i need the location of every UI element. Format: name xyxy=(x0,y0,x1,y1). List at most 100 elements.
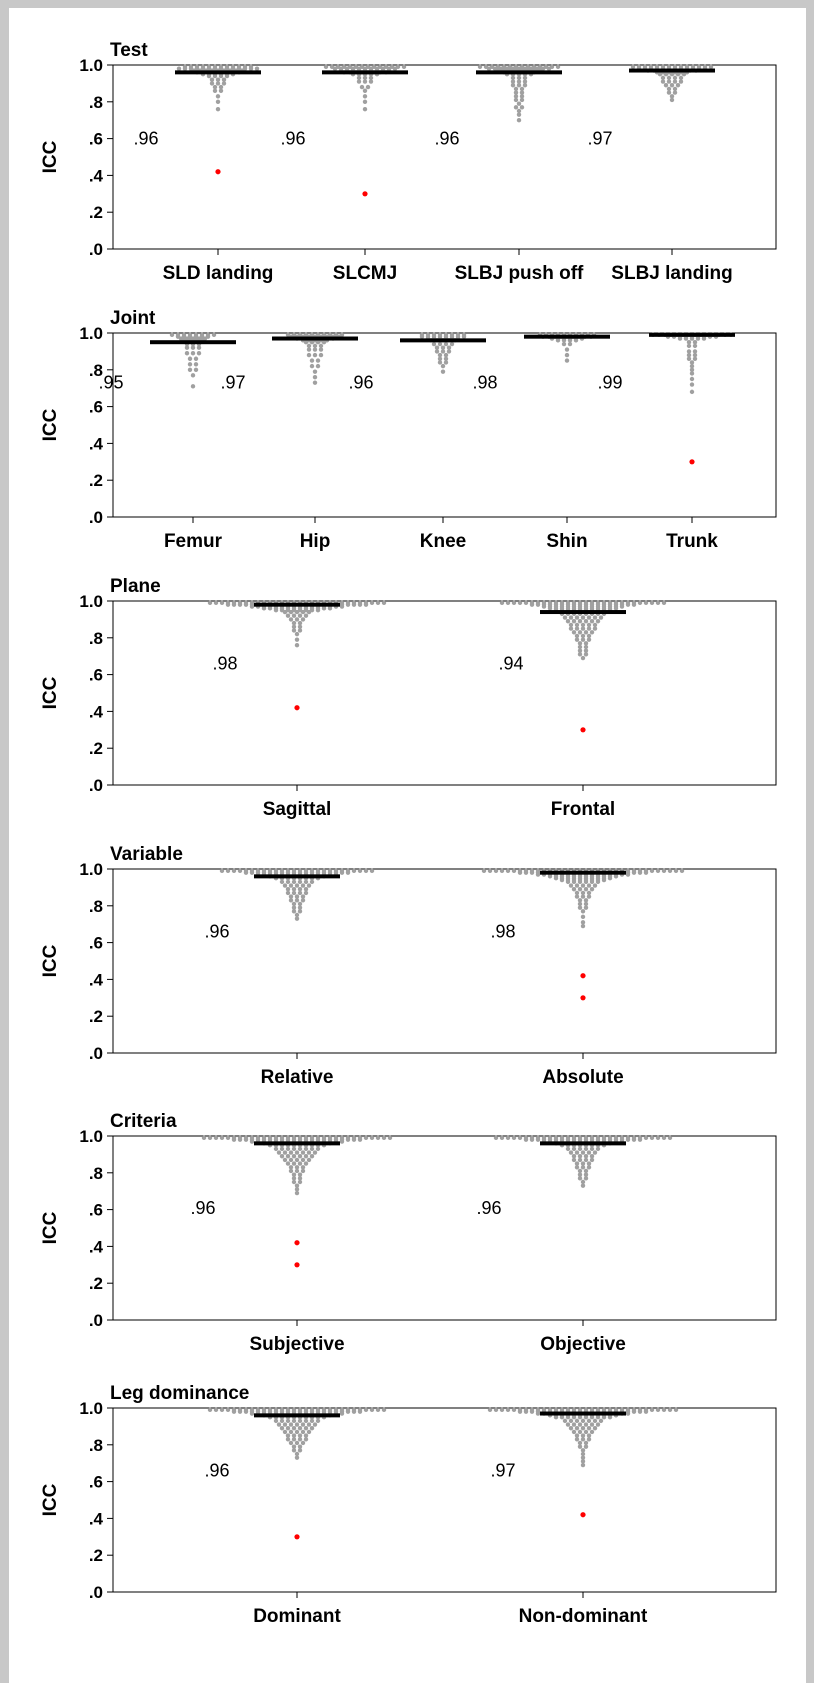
data-point xyxy=(689,360,695,365)
data-point xyxy=(362,88,368,93)
data-point xyxy=(184,351,190,356)
data-point xyxy=(309,358,315,363)
data-point xyxy=(351,1409,357,1414)
data-point xyxy=(577,1146,583,1152)
y-axis-label: ICC xyxy=(40,140,61,173)
data-point xyxy=(661,1407,667,1413)
data-point xyxy=(291,1146,297,1152)
data-point xyxy=(669,72,675,77)
y-axis-label: ICC xyxy=(40,676,61,709)
outlier-point xyxy=(215,169,221,175)
median-bar xyxy=(254,602,340,607)
plot-area xyxy=(112,64,777,250)
data-point xyxy=(577,1429,583,1435)
data-point xyxy=(291,628,297,633)
data-point xyxy=(574,1426,580,1431)
y-tick-label: .6 xyxy=(89,934,103,953)
y-tick-label: .8 xyxy=(89,1436,103,1455)
data-point xyxy=(291,613,297,618)
data-point xyxy=(689,371,695,376)
y-tick-label: 1.0 xyxy=(79,1399,103,1418)
y-axis-label: ICC xyxy=(40,1483,61,1516)
data-point xyxy=(294,631,300,637)
data-point xyxy=(580,890,586,896)
median-label: .96 xyxy=(190,1198,215,1218)
data-point xyxy=(571,1429,577,1435)
data-point xyxy=(279,1426,285,1431)
data-point xyxy=(643,1409,649,1414)
data-point xyxy=(300,894,306,899)
data-point xyxy=(589,630,595,635)
median-bar xyxy=(540,1411,626,1416)
x-tick-label: Frontal xyxy=(551,799,615,820)
data-point xyxy=(294,916,300,921)
data-point xyxy=(595,1415,601,1420)
data-point xyxy=(681,72,687,77)
data-point xyxy=(695,336,701,341)
data-point xyxy=(297,887,303,892)
y-tick-label: .6 xyxy=(89,666,103,685)
x-tick-label: Objective xyxy=(540,1334,626,1355)
data-point xyxy=(440,369,446,374)
data-point xyxy=(294,1422,300,1427)
data-point xyxy=(686,349,692,354)
data-point xyxy=(219,1135,225,1141)
data-point xyxy=(657,72,663,77)
data-point xyxy=(285,613,291,618)
data-point xyxy=(190,351,196,356)
data-point xyxy=(586,1437,592,1442)
data-point xyxy=(306,347,312,352)
data-point xyxy=(574,637,580,642)
data-point xyxy=(248,66,254,71)
y-axis-label: ICC xyxy=(40,944,61,977)
y-tick-label: .0 xyxy=(89,1044,103,1063)
y-tick-label: 1.0 xyxy=(79,592,103,611)
data-point xyxy=(297,620,303,626)
data-point xyxy=(215,99,221,105)
data-point xyxy=(243,870,249,875)
data-point xyxy=(288,1165,294,1170)
data-point xyxy=(516,75,522,81)
data-point xyxy=(209,77,215,82)
data-point xyxy=(297,890,303,896)
data-point xyxy=(218,73,224,79)
data-point xyxy=(643,600,649,606)
data-point xyxy=(660,75,666,81)
data-point xyxy=(511,1407,517,1413)
median-label: .98 xyxy=(472,373,497,393)
data-point xyxy=(595,1422,601,1427)
data-point xyxy=(631,602,637,607)
data-point xyxy=(312,1150,318,1155)
data-point xyxy=(303,1433,309,1438)
data-point xyxy=(565,879,571,885)
data-point xyxy=(517,600,523,606)
data-point xyxy=(516,79,522,84)
data-point xyxy=(297,1448,303,1453)
data-point xyxy=(300,883,306,888)
data-point xyxy=(510,79,516,84)
data-point xyxy=(586,1426,592,1431)
data-point xyxy=(207,600,213,606)
median-bar xyxy=(272,336,358,341)
data-point xyxy=(294,1187,300,1192)
data-point xyxy=(249,604,255,609)
data-point xyxy=(187,362,193,367)
data-point xyxy=(586,1418,592,1424)
data-point xyxy=(437,356,443,361)
data-point xyxy=(487,868,493,874)
data-point xyxy=(589,619,595,624)
data-point xyxy=(577,1415,583,1420)
x-tick-label: Shin xyxy=(546,531,587,552)
data-point xyxy=(184,345,190,350)
data-point xyxy=(312,380,318,385)
data-point xyxy=(249,1139,255,1144)
data-point xyxy=(580,1448,586,1453)
data-point xyxy=(332,66,338,71)
data-point xyxy=(363,868,369,874)
data-point xyxy=(282,1429,288,1435)
x-tick-label: SLBJ push off xyxy=(455,263,584,284)
data-point xyxy=(631,1137,637,1142)
data-point xyxy=(574,1161,580,1166)
data-point xyxy=(519,94,525,99)
y-tick-label: .8 xyxy=(89,629,103,648)
